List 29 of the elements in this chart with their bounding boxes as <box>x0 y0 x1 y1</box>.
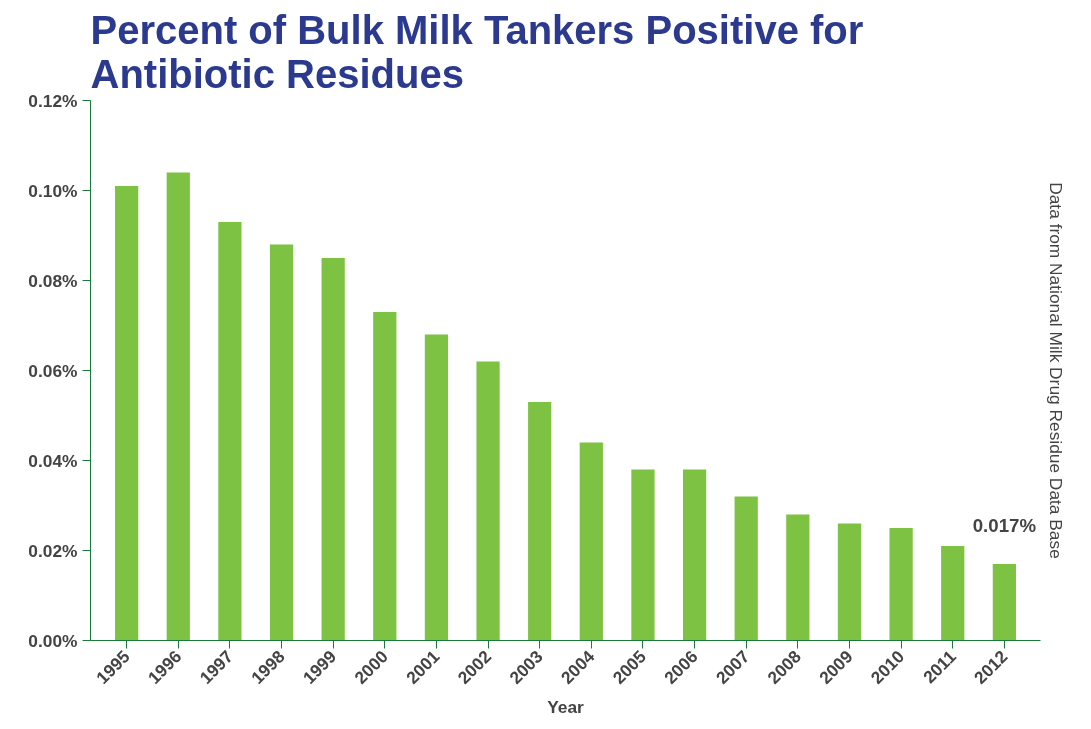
text: Data from National Milk Drug Residue Data Base <box>1045 182 1066 559</box>
bar <box>734 496 758 641</box>
bar <box>837 523 862 641</box>
y-tick-label: 0.04% <box>28 450 78 471</box>
bar <box>889 528 913 641</box>
bar <box>218 222 242 641</box>
bar <box>373 312 397 641</box>
y-tick-label: 0.00% <box>28 630 78 651</box>
bar <box>528 402 552 641</box>
bar <box>941 546 965 641</box>
y-tick-label: 0.10% <box>28 180 78 201</box>
y-tick-label: 0.12% <box>28 90 78 111</box>
bar <box>269 244 294 641</box>
bar <box>992 564 1016 641</box>
bar <box>424 334 449 641</box>
y-tick-label: 0.06% <box>28 360 78 381</box>
bar <box>786 514 810 641</box>
bar <box>115 186 139 641</box>
y-tick-label: 0.08% <box>28 270 78 291</box>
chart-title: Percent of Bulk Milk Tankers Positive for Antibiotic Residues <box>90 7 864 96</box>
bar <box>682 469 707 641</box>
bar <box>476 361 500 641</box>
y-tick-label: 0.02% <box>28 540 78 561</box>
bar <box>166 172 190 641</box>
x-axis-title: Year <box>547 697 585 718</box>
data-label: 0.017% <box>972 515 1037 536</box>
bar <box>579 442 603 641</box>
bar <box>321 258 345 641</box>
bar <box>631 469 655 641</box>
